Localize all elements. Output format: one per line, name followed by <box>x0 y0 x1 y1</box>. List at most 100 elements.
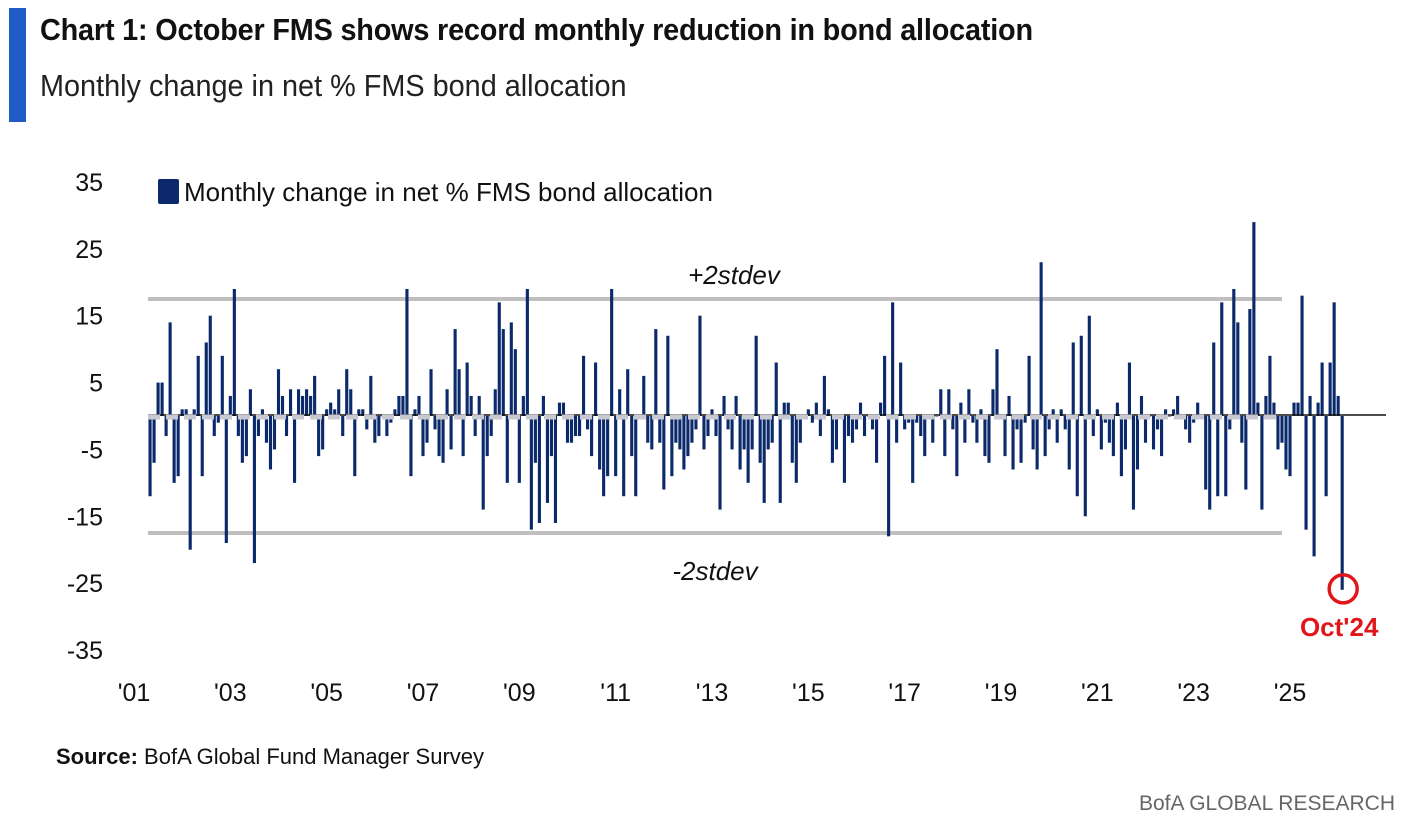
bar <box>975 416 979 443</box>
bar <box>1155 416 1160 430</box>
bar <box>172 416 176 483</box>
bar <box>1131 416 1136 510</box>
bar <box>726 416 730 430</box>
bar <box>674 416 678 443</box>
bar <box>505 416 509 483</box>
bar <box>232 288 236 416</box>
oct24-highlight-circle <box>1327 573 1359 605</box>
legend-swatch <box>158 179 179 204</box>
bar <box>1139 395 1144 416</box>
bar <box>321 416 325 450</box>
bar <box>393 409 397 416</box>
bar <box>606 416 610 477</box>
bar <box>292 416 297 483</box>
bar <box>746 416 750 483</box>
bar <box>690 416 694 443</box>
bar <box>1159 416 1164 457</box>
bar <box>284 416 289 437</box>
x-tick-label: '07 <box>407 679 440 707</box>
x-tick-label: '17 <box>888 679 921 707</box>
bar <box>288 389 293 416</box>
y-tick-label: 35 <box>75 169 103 197</box>
bar <box>341 416 345 437</box>
y-tick-label: 25 <box>75 236 103 264</box>
bar <box>1244 416 1248 490</box>
bar <box>1135 416 1140 470</box>
bar <box>433 416 437 430</box>
oct24-annotation-label: Oct'24 <box>1300 612 1379 642</box>
bar <box>1196 402 1200 416</box>
bar <box>678 416 682 450</box>
bar <box>461 416 465 457</box>
bar <box>160 382 164 416</box>
bar <box>1228 416 1232 430</box>
bar <box>1119 416 1123 477</box>
bar <box>1079 335 1083 416</box>
bar <box>1035 416 1039 470</box>
source-text: BofA Global Fund Manager Survey <box>144 744 485 769</box>
bar <box>553 416 558 523</box>
bar <box>598 416 602 470</box>
source-note: Source: BofA Global Fund Manager Survey <box>56 744 484 770</box>
bar <box>722 395 726 416</box>
bar <box>1172 409 1176 416</box>
chart-subtitle: Monthly change in net % FMS bond allocat… <box>40 68 627 103</box>
bar <box>152 416 156 463</box>
x-tick-label: '11 <box>600 679 631 707</box>
bar <box>1071 342 1075 416</box>
bar <box>1176 395 1180 416</box>
bar <box>317 416 321 457</box>
bar <box>1324 416 1328 497</box>
upper-band-label: +2stdev <box>688 260 782 290</box>
bar <box>666 335 670 416</box>
y-tick-label: -35 <box>67 637 103 665</box>
bar <box>577 416 582 437</box>
bar <box>489 416 493 437</box>
brand-footer: BofA GLOBAL RESEARCH <box>1139 792 1395 815</box>
bar <box>714 416 718 437</box>
bar <box>1047 416 1051 430</box>
bar <box>1208 416 1212 510</box>
bar <box>1212 342 1216 416</box>
bar <box>1051 409 1055 416</box>
y-tick-label: 15 <box>75 303 103 331</box>
bar <box>276 369 281 416</box>
bar <box>1059 409 1063 416</box>
bar <box>297 389 301 416</box>
bar <box>834 416 838 450</box>
bar <box>361 409 365 416</box>
bar <box>846 416 851 437</box>
bar <box>280 395 285 416</box>
bar <box>718 416 722 510</box>
bar <box>309 395 313 416</box>
bar <box>1260 416 1264 510</box>
bar <box>497 302 501 416</box>
bar <box>533 416 537 463</box>
bar <box>778 416 782 503</box>
bar <box>899 362 903 416</box>
bar <box>806 409 810 416</box>
source-label: Source: <box>56 744 138 769</box>
bar <box>525 288 529 416</box>
bar <box>1268 355 1272 416</box>
bar <box>581 355 586 416</box>
bar <box>1312 416 1316 557</box>
bar <box>409 416 413 477</box>
bar <box>216 416 220 423</box>
bar <box>1252 222 1256 416</box>
bar <box>794 416 798 483</box>
bar <box>509 322 513 416</box>
bar <box>156 382 160 416</box>
bar <box>537 416 541 523</box>
bar <box>369 375 373 416</box>
bar <box>790 416 794 463</box>
bar <box>1107 416 1111 443</box>
bar <box>1320 362 1324 416</box>
bar <box>983 416 987 457</box>
bar <box>951 416 955 430</box>
bar <box>1043 416 1047 457</box>
bar <box>786 402 790 416</box>
bar <box>758 416 762 463</box>
bar <box>1168 416 1172 417</box>
bar <box>1304 416 1308 530</box>
